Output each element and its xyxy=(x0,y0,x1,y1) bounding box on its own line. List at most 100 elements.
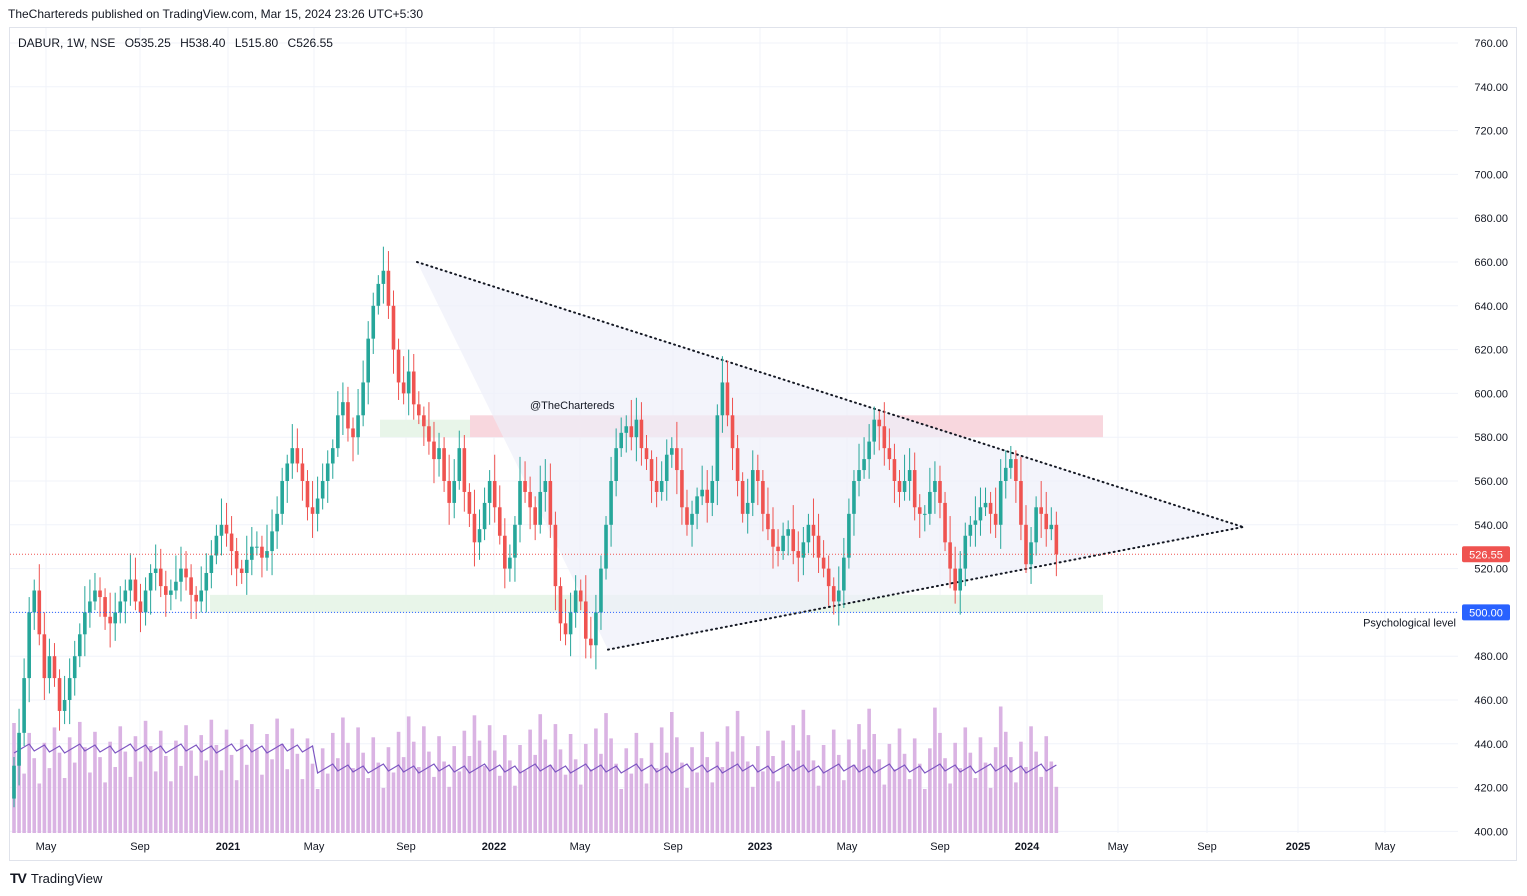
volume-bar xyxy=(265,734,269,833)
volume-bar xyxy=(174,740,178,833)
x-tick-label: May xyxy=(570,841,591,853)
candle-down xyxy=(912,470,917,508)
volume-bar xyxy=(1009,757,1013,833)
volume-bar xyxy=(346,742,350,833)
volume-bar xyxy=(376,762,381,833)
candle-up xyxy=(1009,459,1013,468)
volume-bar xyxy=(295,753,300,833)
volume-bar xyxy=(255,749,259,833)
candle-up xyxy=(508,557,512,569)
volume-bar xyxy=(695,772,699,833)
candle-down xyxy=(831,586,836,602)
candle-up xyxy=(487,481,492,503)
volume-bar xyxy=(37,783,42,833)
candle-up xyxy=(902,481,907,492)
candle-up xyxy=(700,489,704,497)
volume-bar xyxy=(361,752,365,833)
candle-up xyxy=(437,448,441,460)
candle-up xyxy=(513,524,517,558)
volume-bar xyxy=(715,741,720,833)
volume-bar xyxy=(442,761,446,833)
volume-bar xyxy=(1049,761,1054,833)
footer[interactable]: TV TradingView xyxy=(10,870,102,886)
candle-down xyxy=(52,656,57,679)
volume-bar xyxy=(17,748,21,833)
volume-bar xyxy=(305,738,310,833)
candle-down xyxy=(821,557,826,569)
volume-bar xyxy=(963,727,968,833)
volume-bar xyxy=(52,727,57,833)
candle-up xyxy=(199,590,204,602)
candle-up xyxy=(452,481,457,503)
volume-bar xyxy=(123,751,128,833)
candle-down xyxy=(57,678,62,711)
early-support-zone xyxy=(380,419,470,438)
volume-bar xyxy=(659,727,664,833)
volume-bar xyxy=(614,763,618,833)
candle-up xyxy=(836,590,841,602)
candle-down xyxy=(730,415,735,449)
candle-down xyxy=(725,382,730,416)
volume-bar xyxy=(948,783,952,833)
candle-down xyxy=(138,601,143,613)
legend-close: C526.55 xyxy=(287,36,333,50)
candle-up xyxy=(214,535,219,556)
candle-down xyxy=(766,513,770,530)
candle-up xyxy=(290,448,295,464)
volume-bar xyxy=(1029,726,1033,833)
x-tick-label: Sep xyxy=(1197,841,1217,853)
candle-up xyxy=(978,507,983,521)
volume-bar xyxy=(93,731,97,833)
x-tick-label: May xyxy=(36,841,57,853)
volume-bar xyxy=(497,775,502,833)
volume-bar xyxy=(664,752,669,833)
publish-header: TheChartereds published on TradingView.c… xyxy=(8,7,424,21)
volume-bar xyxy=(477,740,482,833)
candle-up xyxy=(361,382,365,416)
volume-bar xyxy=(224,729,229,833)
candle-down xyxy=(1024,524,1028,565)
candle-up xyxy=(12,765,16,799)
candle-down xyxy=(442,448,446,481)
candle-up xyxy=(174,581,178,591)
volume-bar xyxy=(573,759,578,833)
volume-bar xyxy=(234,780,239,833)
level-lines: Psychological level xyxy=(10,553,1458,629)
candle-down xyxy=(589,638,593,646)
candle-up xyxy=(341,402,345,416)
volume-bar xyxy=(153,771,158,833)
candle-up xyxy=(715,415,720,481)
volume-bar xyxy=(988,787,993,833)
candle-down xyxy=(938,481,942,503)
candle-up xyxy=(275,513,279,532)
volume-bar xyxy=(735,710,740,833)
volume-bar xyxy=(128,776,133,833)
candle-up xyxy=(204,572,209,591)
y-tick-label: 560.00 xyxy=(1474,476,1508,488)
volume-bar xyxy=(1054,786,1059,833)
volume-bar xyxy=(260,774,264,833)
volume-bar xyxy=(1024,767,1028,833)
candle-up xyxy=(265,551,269,558)
volume-bar xyxy=(472,715,477,833)
volume-bar xyxy=(275,718,279,833)
volume-bar xyxy=(887,743,892,833)
candle-down xyxy=(158,568,163,587)
watermark: @TheChartereds xyxy=(530,400,615,412)
volume-bar xyxy=(993,747,998,833)
candle-up xyxy=(330,448,335,464)
candle-up xyxy=(710,481,715,503)
volume-bar xyxy=(239,739,244,833)
y-tick-label: 720.00 xyxy=(1474,126,1508,138)
volume-bar xyxy=(108,741,112,833)
candle-down xyxy=(735,448,740,481)
candle-up xyxy=(933,481,937,492)
candle-down xyxy=(447,481,451,503)
candle-up xyxy=(32,590,37,613)
candle-down xyxy=(675,448,679,471)
y-tick-label: 680.00 xyxy=(1474,213,1508,225)
volume-bar xyxy=(1044,736,1049,833)
candle-up xyxy=(285,463,290,481)
volume-bar xyxy=(118,726,123,833)
